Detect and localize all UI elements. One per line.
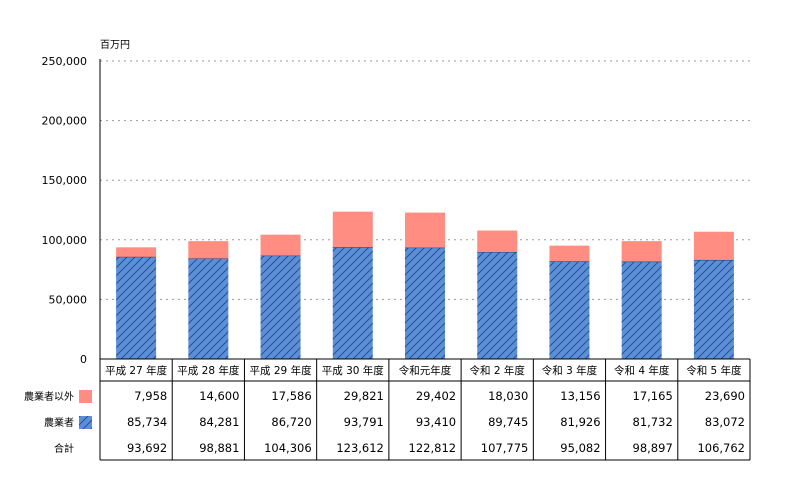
table-cell-value: 13,156 [560, 389, 600, 403]
bar-farmers [332, 247, 373, 359]
table-cell-value: 23,690 [705, 389, 745, 403]
y-tick-label: 50,000 [49, 293, 88, 306]
bar-non-farmers [549, 245, 590, 262]
bars [116, 211, 734, 359]
table-cell-value: 29,821 [344, 389, 384, 403]
bar-farmers [477, 252, 518, 359]
table-cell-value: 29,402 [416, 389, 456, 403]
bar-farmers [405, 247, 445, 359]
category-label: 平成 28 年度 [177, 364, 240, 377]
y-tick-label: 150,000 [42, 174, 88, 187]
table-cell-value: 93,410 [416, 415, 456, 429]
table-cell-value: 93,692 [127, 441, 167, 455]
table-cell-value: 14,600 [199, 389, 239, 403]
bar-non-farmers [621, 241, 662, 262]
bar-non-farmers [693, 231, 734, 260]
table-cell-value: 98,881 [199, 441, 239, 455]
bar-non-farmers [477, 230, 518, 253]
table-cell-value: 81,926 [560, 415, 600, 429]
table-cell-value: 98,897 [633, 441, 673, 455]
table-cell-value: 89,745 [488, 415, 528, 429]
legend-swatch [79, 390, 92, 403]
bar-non-farmers [332, 211, 373, 248]
bar-farmers [549, 261, 590, 359]
unit-label: 百万円 [100, 39, 130, 51]
table-cell-value: 81,732 [633, 415, 673, 429]
table-cell-value: 84,281 [199, 415, 239, 429]
axes: 百万円 0 50,000 100,000 150,000 200,000 250,000 [42, 39, 130, 460]
table-row-label: 合計 [54, 442, 74, 455]
bar-non-farmers [260, 234, 301, 256]
y-tick-label: 100,000 [42, 234, 88, 247]
category-label: 平成 29 年度 [250, 364, 313, 377]
bar-farmers [116, 256, 157, 359]
table-cell-value: 107,775 [481, 441, 529, 455]
y-tick-label: 250,000 [42, 55, 88, 68]
table-row-label: 農業者以外 [24, 390, 74, 403]
table-cell-value: 86,720 [271, 415, 311, 429]
table-cell-value: 18,030 [488, 389, 528, 403]
bar-farmers [621, 261, 662, 359]
category-label: 令和 3 年度 [542, 364, 598, 377]
category-label: 令和 5 年度 [686, 364, 742, 377]
data-table: 平成 27 年度 平成 28 年度 平成 29 年度 平成 30 年度 令和元年度 令和 … [24, 358, 751, 461]
bar-non-farmers [116, 247, 157, 257]
legend-swatch [79, 416, 92, 429]
bar-non-farmers [188, 241, 229, 259]
table-cell-value: 104,306 [264, 441, 312, 455]
y-tick-label: 200,000 [42, 115, 88, 128]
category-label: 平成 30 年度 [322, 364, 385, 377]
bar-farmers [188, 258, 229, 359]
bar-farmers [260, 255, 301, 359]
table-cell-value: 106,762 [697, 441, 745, 455]
bar-non-farmers [405, 212, 445, 248]
table-row-label: 農業者 [44, 416, 74, 429]
category-label: 平成 27 年度 [105, 364, 168, 377]
table-cell-value: 95,082 [560, 441, 600, 455]
table-cell-value: 7,958 [134, 389, 167, 403]
table-cell-value: 17,586 [271, 389, 311, 403]
table-cell-value: 85,734 [127, 415, 167, 429]
table-cell-value: 83,072 [705, 415, 745, 429]
table-cell-value: 17,165 [633, 389, 673, 403]
category-label: 令和 2 年度 [470, 364, 526, 377]
table-cell-value: 122,812 [409, 441, 457, 455]
bar-farmers [693, 259, 734, 359]
category-label: 令和 4 年度 [614, 364, 670, 377]
category-label: 令和元年度 [399, 364, 452, 377]
y-tick-label: 0 [80, 353, 87, 366]
table-cell-value: 123,612 [336, 441, 384, 455]
table-cell-value: 93,791 [344, 415, 384, 429]
